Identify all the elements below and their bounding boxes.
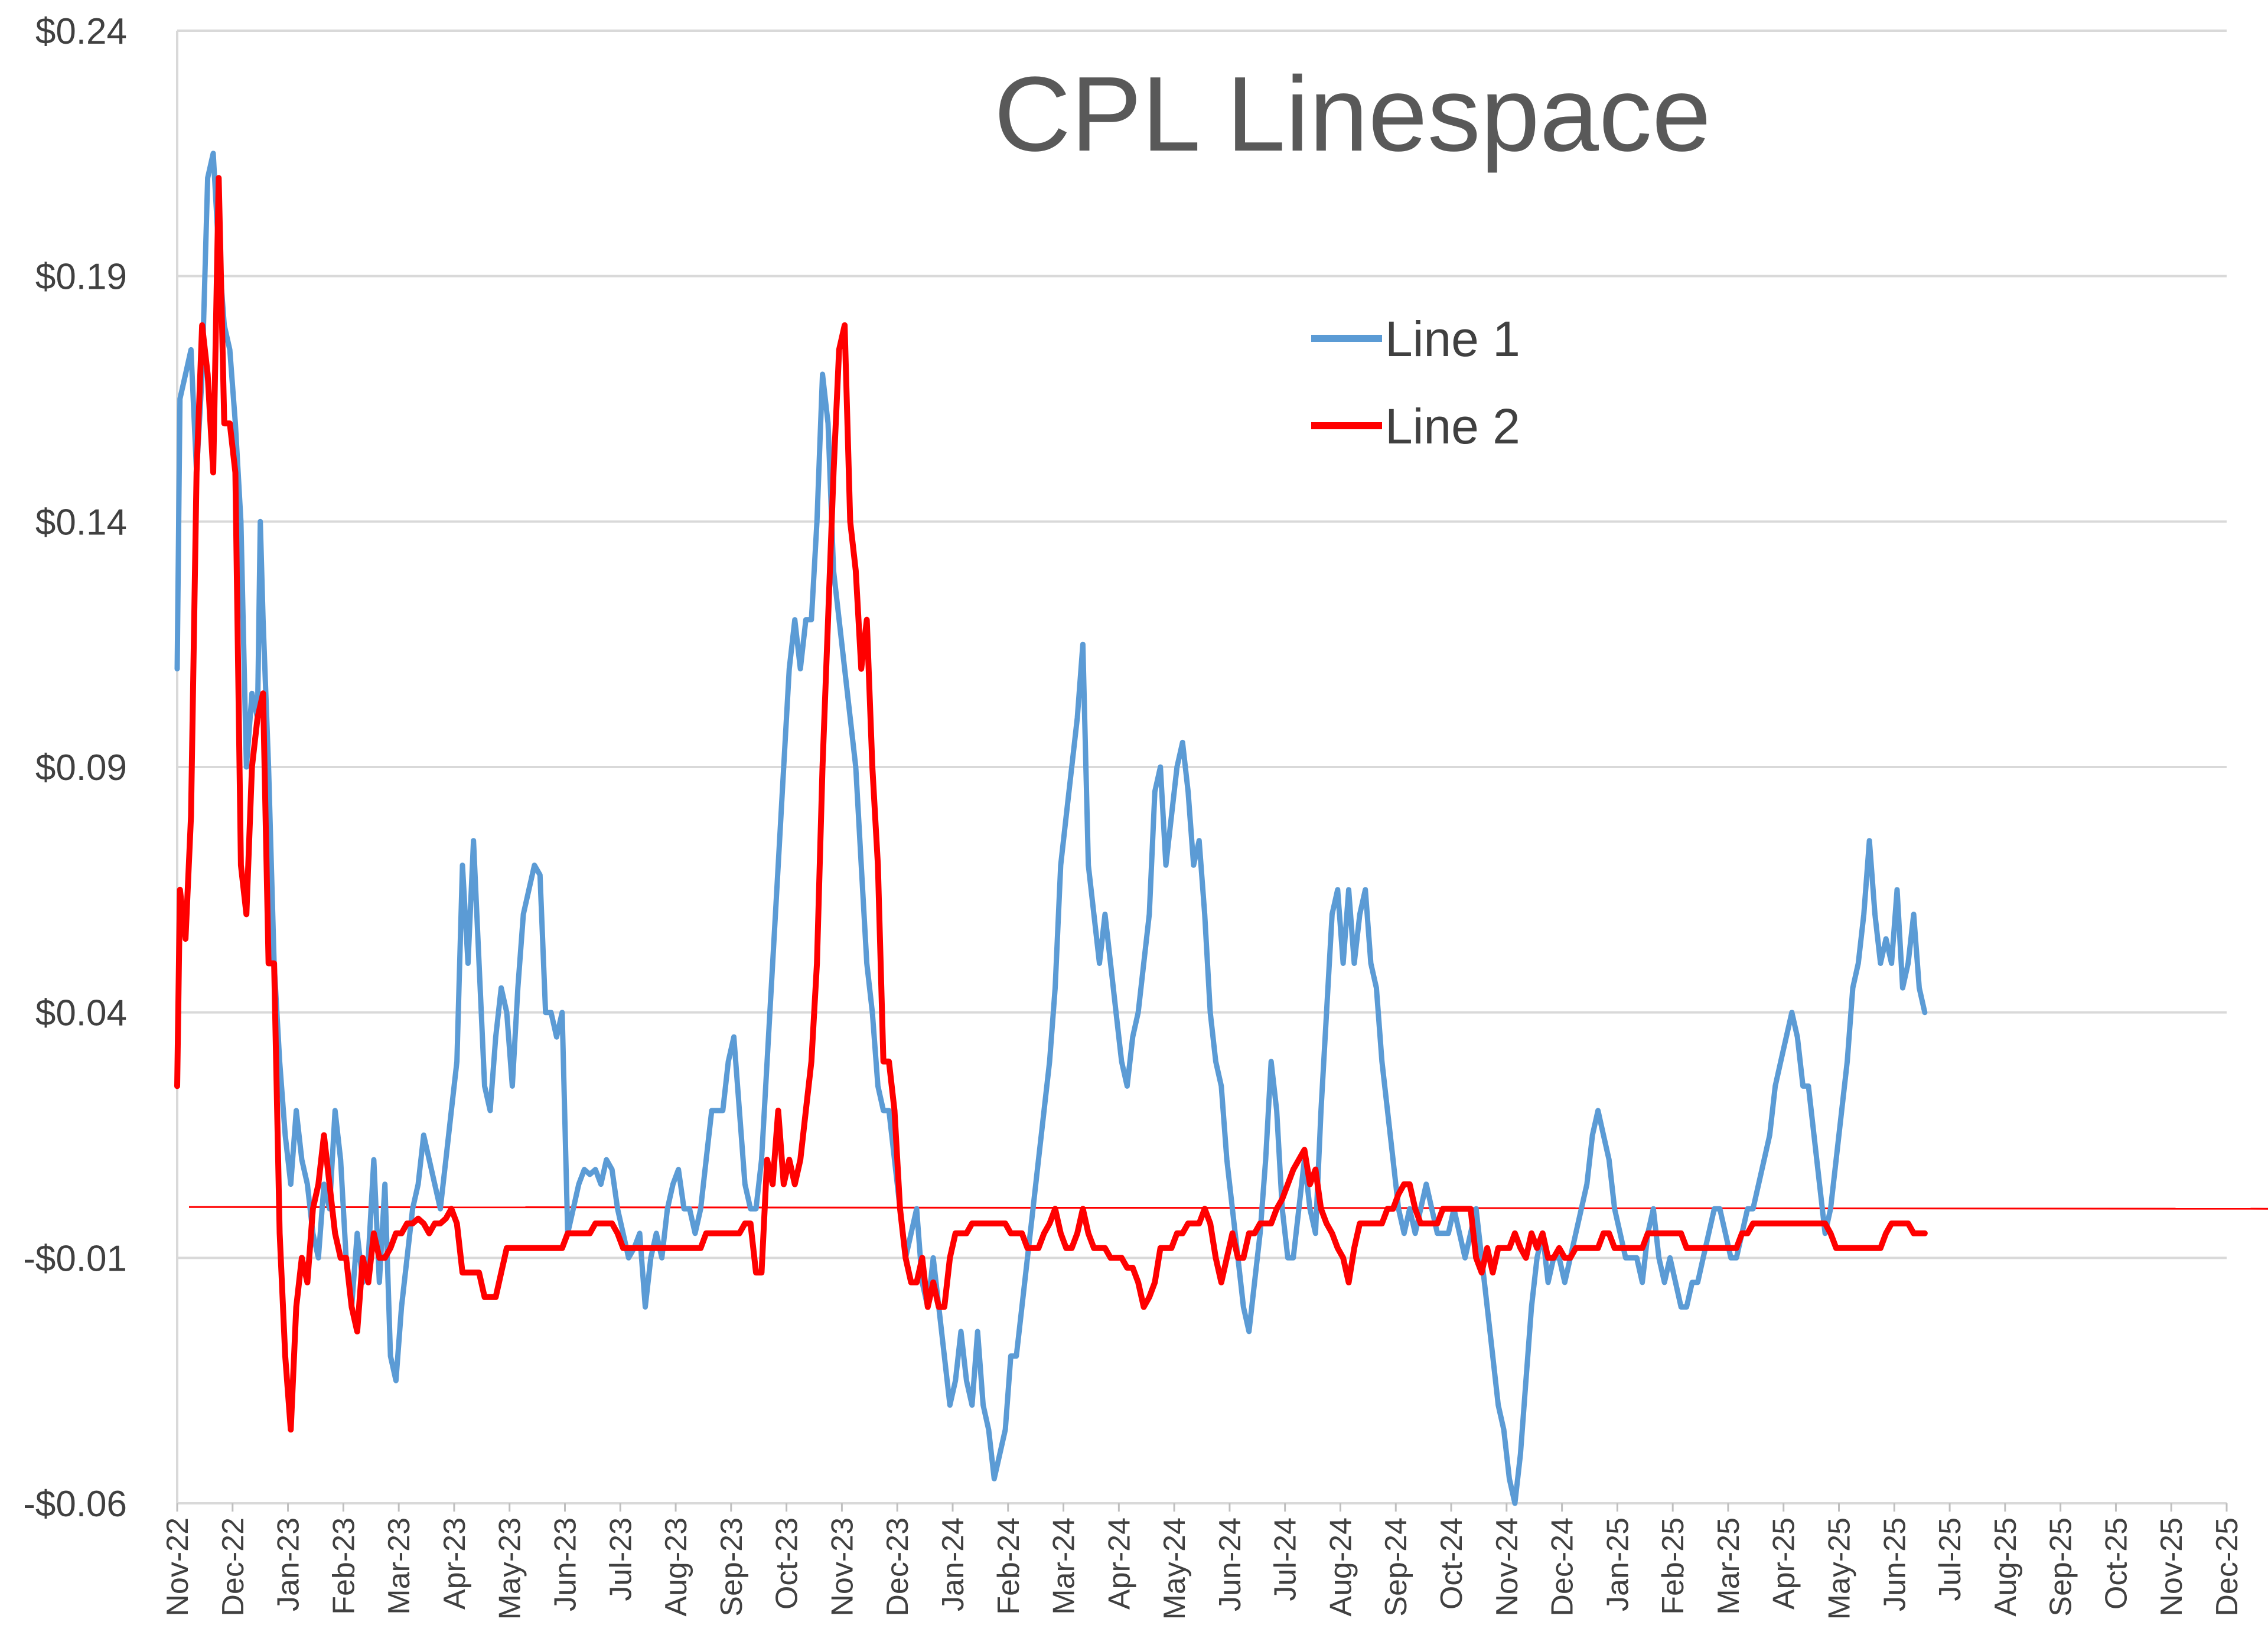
y-tick-label: -$0.06 — [23, 1484, 127, 1525]
x-tick-label: Aug-24 — [1324, 1517, 1358, 1617]
x-tick-label: Sep-24 — [1379, 1517, 1413, 1617]
x-tick-label: Mar-25 — [1712, 1517, 1746, 1615]
x-tick-label: Mar-24 — [1047, 1517, 1081, 1615]
x-tick-label: Dec-22 — [216, 1517, 250, 1617]
x-tick-label: Aug-25 — [1989, 1517, 2023, 1617]
x-tick-label: Jun-24 — [1213, 1517, 1247, 1611]
x-tick-label: Jan-25 — [1601, 1517, 1635, 1611]
x-tick-label: Dec-25 — [2210, 1517, 2244, 1617]
x-tick-label: Mar-23 — [382, 1517, 416, 1615]
series-lines — [174, 151, 1928, 1506]
y-tick-label: $0.19 — [35, 257, 127, 298]
x-tick-label: Aug-23 — [659, 1517, 693, 1617]
y-tick-label: $0.24 — [35, 11, 127, 52]
x-tick-label: Apr-24 — [1102, 1517, 1136, 1610]
x-axis-ticks: Nov-22 Dec-22 Jan-23 Feb-23 Mar-23 Apr-23 May-… — [161, 1503, 2244, 1620]
zero-reference-line — [188, 1206, 2268, 1210]
x-tick-label: Nov-24 — [1490, 1517, 1524, 1617]
series-line-1 — [174, 151, 1928, 1506]
y-tick-label: $0.04 — [35, 993, 127, 1034]
x-tick-label: Oct-24 — [1435, 1517, 1469, 1610]
x-tick-label: Apr-25 — [1767, 1517, 1801, 1610]
x-tick-label: Feb-23 — [327, 1517, 361, 1615]
x-tick-label: Oct-25 — [2099, 1517, 2133, 1610]
y-axis-ticks: -$0.06 -$0.01 $0.04 $0.09 $0.14 $0.19 $0.24 — [23, 11, 127, 1525]
x-tick-label: May-23 — [493, 1517, 527, 1620]
x-tick-label: Nov-22 — [161, 1517, 195, 1617]
x-tick-label: Jan-23 — [272, 1517, 306, 1611]
x-tick-label: Jan-24 — [936, 1517, 970, 1611]
x-tick-label: Dec-23 — [881, 1517, 915, 1617]
legend: Line 1 Line 2 — [1311, 311, 1520, 454]
legend-label-1: Line 1 — [1385, 311, 1520, 367]
x-tick-label: Jul-25 — [1933, 1517, 1967, 1601]
x-tick-label: Feb-25 — [1656, 1517, 1690, 1615]
legend-label-2: Line 2 — [1385, 399, 1520, 454]
x-tick-label: Nov-25 — [2155, 1517, 2189, 1617]
x-tick-label: Dec-24 — [1546, 1517, 1580, 1617]
y-tick-label: -$0.01 — [23, 1238, 127, 1279]
y-tick-label: $0.09 — [35, 748, 127, 788]
x-tick-label: Jul-23 — [604, 1517, 638, 1601]
x-tick-label: Jun-25 — [1878, 1517, 1912, 1611]
x-tick-label: Sep-25 — [2044, 1517, 2078, 1617]
chart-title: CPL Linespace — [994, 55, 1711, 174]
x-tick-label: May-24 — [1158, 1517, 1192, 1620]
x-tick-label: Jun-23 — [548, 1517, 582, 1611]
x-tick-label: Nov-23 — [825, 1517, 859, 1617]
x-tick-label: Sep-23 — [715, 1517, 749, 1617]
x-tick-label: May-25 — [1823, 1517, 1857, 1620]
x-tick-label: Feb-24 — [992, 1517, 1026, 1615]
series-line-2 — [174, 175, 1928, 1433]
x-tick-label: Apr-23 — [438, 1517, 472, 1610]
x-tick-label: Jul-24 — [1269, 1517, 1303, 1601]
y-tick-label: $0.14 — [35, 502, 127, 543]
x-tick-label: Oct-23 — [770, 1517, 804, 1610]
